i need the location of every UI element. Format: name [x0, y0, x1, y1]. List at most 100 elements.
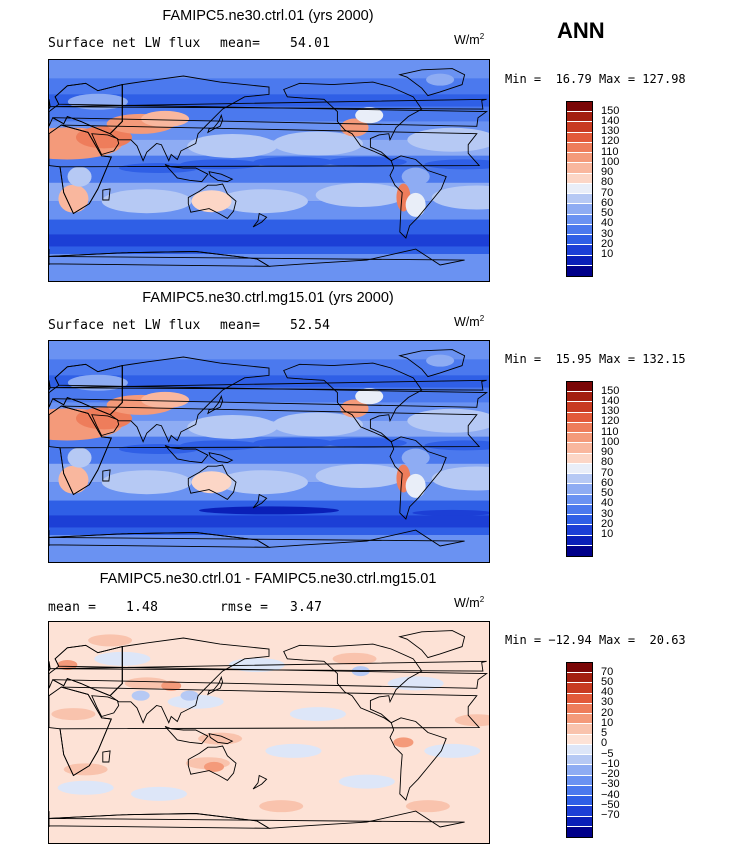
field-contour — [141, 391, 190, 408]
coastline-samerica — [389, 155, 447, 239]
panel-3-max-label: Max = — [598, 633, 636, 647]
colorbar-tick-label: 5 — [601, 727, 608, 740]
field-contour — [187, 414, 278, 439]
field-contour — [217, 189, 308, 214]
colorbar-box — [567, 382, 592, 393]
field-contour — [265, 743, 322, 758]
panel-3-rmse-value: 3.47 — [290, 600, 323, 615]
field-contour — [124, 677, 169, 690]
colorbar-box — [567, 816, 592, 827]
colorbar-tick-label: 50 — [601, 675, 614, 688]
coastlines — [49, 349, 488, 548]
colorbar-tick-label: 110 — [601, 145, 619, 158]
field-contour — [405, 192, 426, 217]
coastline-indonesia — [164, 444, 209, 464]
colorbar-tick-label: 30 — [601, 696, 614, 709]
colorbar-box — [567, 765, 592, 776]
field-contour — [424, 743, 481, 758]
field-contour — [426, 73, 455, 86]
colorbar-box — [567, 392, 592, 403]
coastline-newguinea — [208, 733, 234, 745]
coastlines — [49, 630, 488, 829]
coastline-africa — [49, 405, 112, 496]
panel-3-mean-value: 1.48 — [126, 600, 159, 615]
field-contour — [141, 110, 190, 127]
colorbar-tick-label: −50 — [601, 798, 620, 811]
colorbar-box — [567, 785, 592, 797]
panel-1-mean-value: 54.01 — [290, 36, 331, 51]
colorbar-box — [567, 433, 592, 444]
field-contour — [51, 708, 96, 721]
field-band — [49, 234, 489, 247]
colorbar-box — [567, 132, 592, 143]
field-contour — [88, 634, 133, 647]
panel-3-minmax: Min = −12.94 Max = 20.63 — [505, 633, 686, 647]
coastline-samerica — [389, 717, 447, 801]
field-band — [49, 219, 489, 235]
field-contour — [180, 159, 261, 170]
colorbar-box — [567, 142, 592, 154]
field-contour — [326, 437, 407, 448]
colorbar-tick-label: 100 — [601, 155, 620, 168]
colorbar-box — [567, 826, 592, 837]
panel-2-max-value: 132.15 — [642, 352, 686, 366]
colorbar-tick-label: 140 — [601, 114, 620, 127]
colorbar-tick-label: −5 — [601, 747, 614, 760]
panel-2-min-label: Min = — [505, 352, 542, 366]
colorbar-box — [567, 194, 592, 205]
panel-3-colorbar: 70 50 40 30 20 10 5 0 −5 −10 −20 −30 −40 −50 −70 — [566, 662, 636, 838]
colorbar-box — [567, 693, 592, 704]
field-contour — [57, 780, 114, 795]
panel-3-rmse-label: rmse = — [220, 600, 269, 615]
field-contour — [289, 707, 346, 722]
panel-3-units: W/m2 — [454, 595, 485, 611]
colorbar-box — [567, 422, 592, 434]
field-contour — [259, 800, 304, 813]
coastline-arabia — [91, 414, 120, 437]
colorbar-box — [567, 494, 592, 505]
colorbar-tick-label: 30 — [601, 227, 614, 240]
colorbar-box — [567, 183, 592, 195]
colorbar-box — [567, 102, 592, 113]
panel-1-units: W/m2 — [454, 32, 485, 48]
field-band — [49, 60, 489, 79]
panel-1-mean-label: mean= — [220, 36, 261, 51]
field-contour — [253, 156, 334, 167]
colorbar-box — [567, 796, 592, 807]
coastline-africa — [49, 686, 112, 777]
panel-2-max-label: Max = — [598, 352, 636, 366]
panel-3-mean-label: mean = — [48, 600, 97, 615]
colorbar-box — [567, 122, 592, 133]
field-contour — [355, 388, 384, 405]
colorbar-tick-label: 50 — [601, 207, 614, 220]
panel-3-max-value: 20.63 — [649, 633, 686, 647]
coastline-nz — [252, 774, 268, 790]
field-contour — [101, 470, 192, 495]
colorbar-tick-label: 20 — [601, 237, 614, 250]
field-contour — [401, 167, 430, 186]
coastline-uk — [49, 380, 51, 391]
field-contour — [454, 714, 489, 727]
colorbar-box — [567, 703, 592, 715]
coastline-eurasiaE — [109, 356, 270, 443]
coastline-arabia — [91, 133, 120, 156]
field-contour — [431, 466, 489, 491]
field-contour — [191, 190, 232, 213]
panel-2-minmax: Min = 15.95 Max = 132.15 — [505, 352, 686, 366]
colorbar-box — [567, 545, 592, 556]
map-field — [49, 60, 489, 281]
coastline-namerica — [283, 362, 423, 443]
field-contour — [191, 471, 232, 494]
colorbar-box — [567, 153, 592, 164]
colorbar-tick-label: 120 — [601, 135, 620, 148]
coastline-madagascar — [102, 469, 111, 482]
colorbar-tick-label: 90 — [601, 166, 614, 179]
coastline-nz — [252, 493, 268, 509]
colorbar-tick-label: 10 — [601, 248, 614, 261]
field-contour — [272, 412, 363, 437]
colorbar-box — [567, 453, 592, 464]
field-contour — [119, 163, 199, 174]
panel-2-colorbar: 150 140 130 120 110 100 90 80 70 60 50 40 30 20 10 — [566, 381, 636, 557]
coastline-africa — [49, 124, 112, 215]
coastline-arabia — [91, 695, 120, 718]
